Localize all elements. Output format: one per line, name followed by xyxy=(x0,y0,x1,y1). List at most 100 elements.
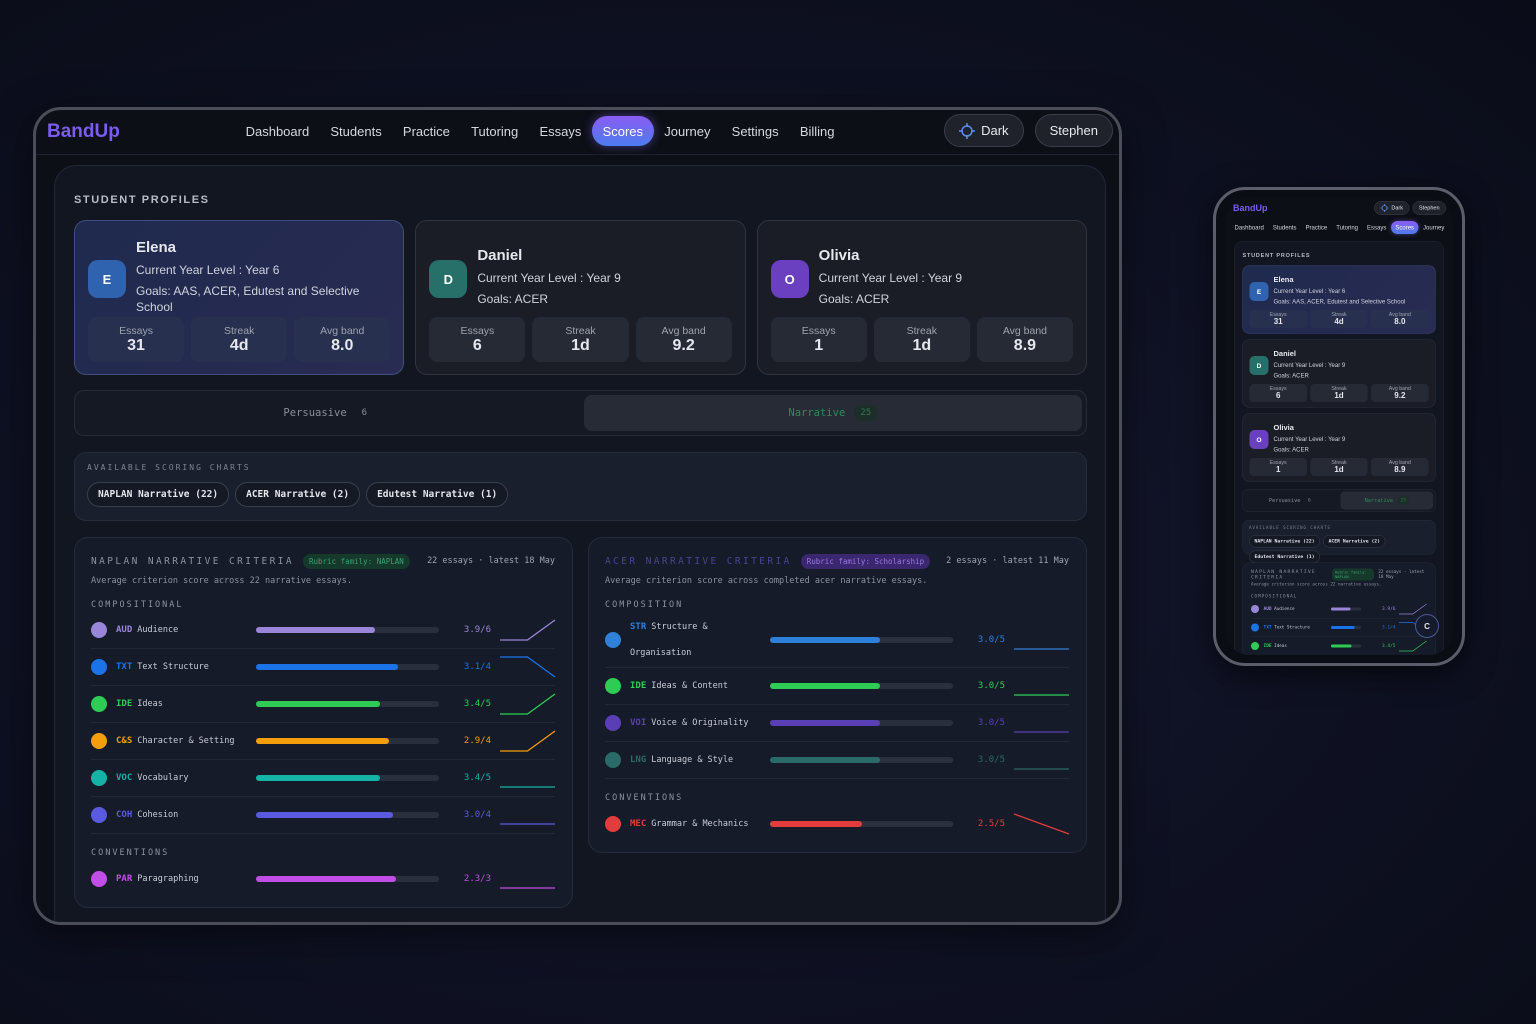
score-bar xyxy=(770,683,880,689)
nav-item[interactable]: Journey xyxy=(1423,224,1445,231)
nav-item[interactable]: Students xyxy=(330,124,382,139)
nav-item[interactable]: Scores xyxy=(591,116,654,146)
criterion-row: IDE Ideas & Content 3.0/5 xyxy=(605,668,1069,705)
criterion-name: Ideas xyxy=(1274,643,1287,649)
score-bar xyxy=(256,875,397,882)
student-goals: Goals: AAS, ACER, Edutest and Selective … xyxy=(136,283,360,314)
criterion-code: TXT xyxy=(116,662,133,672)
student-info: Daniel Current Year Level : Year 9 Goals: … xyxy=(477,247,620,312)
student-goals: Goals: ACER xyxy=(1273,445,1309,453)
stat-value: 1d xyxy=(912,336,932,354)
group-title: COMPOSITIONAL xyxy=(91,600,184,610)
stat-value: 9.2 xyxy=(672,336,695,354)
student-card[interactable]: D Daniel Current Year Level : Year 9 Goals:… xyxy=(415,220,746,375)
criterion-dot xyxy=(91,622,107,638)
student-avatar: E xyxy=(88,260,126,298)
trend-line xyxy=(500,730,556,752)
panel-description: Average criterion score across 22 narrat… xyxy=(1251,582,1382,587)
score-track xyxy=(256,875,439,882)
nav-bar: BandUp Dashboard Students Practice Tutoring E… xyxy=(1225,198,1453,240)
panel-header: ACER NARRATIVE CRITERIA Rubric family: Sc… xyxy=(605,552,1069,570)
score-track xyxy=(770,757,953,763)
student-card[interactable]: E Elena Current Year Level : Year 6 Goals: … xyxy=(1242,265,1436,334)
scoring-chip[interactable]: ACER Narrative (2) xyxy=(235,482,361,507)
criteria-panels: NAPLAN NARRATIVE CRITERIA Rubric family: … xyxy=(1242,562,1436,655)
stat-box: Streak 1d xyxy=(873,317,970,362)
criterion-label: COH Cohesion xyxy=(116,802,251,828)
genre-tab[interactable]: Persuasive 6 xyxy=(79,395,578,431)
score-bar xyxy=(256,664,398,670)
user-button[interactable]: Stephen xyxy=(1034,114,1113,147)
criterion-name: Voice & Originality xyxy=(651,718,749,728)
genre-tab[interactable]: Narrative 25 xyxy=(583,395,1082,431)
criterion-name: Ideas xyxy=(137,699,163,709)
nav-item[interactable]: Journey xyxy=(664,124,711,139)
student-card[interactable]: D Daniel Current Year Level : Year 9 Goals:… xyxy=(1242,339,1436,408)
scoring-chip[interactable]: NAPLAN Narrative (22) xyxy=(1249,535,1321,548)
scoring-chip[interactable]: ACER Narrative (2) xyxy=(1323,535,1386,548)
stat-label: Streak xyxy=(223,324,255,337)
student-year: Current Year Level : Year 9 xyxy=(1273,361,1346,369)
nav-item[interactable]: Students xyxy=(1272,224,1297,231)
nav-item[interactable]: Settings xyxy=(731,124,779,139)
nav-item[interactable]: Dashboard xyxy=(245,124,310,139)
theme-button[interactable]: Dark xyxy=(1373,201,1410,215)
stat-value: 31 xyxy=(127,336,145,354)
nav-right: Dark Stephen xyxy=(1373,201,1446,215)
icon-ring xyxy=(1381,205,1388,211)
scoring-chips: NAPLAN Narrative (22) ACER Narrative (2) E… xyxy=(87,482,1074,507)
student-header: O Olivia Current Year Level : Year 9 Goals:… xyxy=(770,232,1073,326)
nav-item[interactable]: Billing xyxy=(799,124,835,139)
phone-avatar[interactable]: C xyxy=(1415,614,1439,638)
genre-tab[interactable]: Persuasive 6 xyxy=(1245,492,1338,510)
scoring-chip[interactable]: Edutest Narrative (1) xyxy=(1249,550,1321,563)
panel-meta: 22 essays · latest 18 May xyxy=(1378,569,1425,580)
criterion-row: TXT Text Structure 3.1/4 xyxy=(1251,619,1427,637)
nav-item[interactable]: Scores xyxy=(1390,221,1419,234)
score-bar xyxy=(770,720,880,726)
student-card[interactable]: O Olivia Current Year Level : Year 9 Goals:… xyxy=(1242,413,1436,482)
nav-item[interactable]: Essays xyxy=(539,124,582,139)
nav-item[interactable]: Dashboard xyxy=(1234,224,1264,231)
phone-frame: BandUp Dashboard Students Practice Tutoring E… xyxy=(1213,187,1465,666)
genre-tab[interactable]: Narrative 25 xyxy=(1340,491,1433,510)
student-header: E Elena Current Year Level : Year 6 Goals: … xyxy=(1249,272,1429,312)
criterion-code: IDE xyxy=(116,699,133,709)
scoring-charts: AVAILABLE SCORING CHARTS NAPLAN Narrative… xyxy=(1242,520,1436,563)
stat-box: Avg band 8.9 xyxy=(976,317,1073,362)
theme-button[interactable]: Dark xyxy=(944,114,1024,147)
criterion-label: AUD Audience xyxy=(116,617,251,643)
criterion-dot xyxy=(91,659,107,675)
nav-item[interactable]: Tutoring xyxy=(471,124,519,139)
trend-line xyxy=(500,656,556,678)
student-card[interactable]: E Elena Current Year Level : Year 6 Goals: … xyxy=(74,220,405,375)
scoring-chip[interactable]: Edutest Narrative (1) xyxy=(366,482,509,507)
score-bar xyxy=(256,775,381,781)
scoring-chip[interactable]: NAPLAN Narrative (22) xyxy=(87,482,230,507)
stat-value: 1 xyxy=(814,336,824,354)
nav-item[interactable]: Practice xyxy=(402,124,450,139)
score-label: 2.3/3 xyxy=(463,873,491,884)
student-avatar: O xyxy=(1249,430,1269,449)
nav-item[interactable]: Essays xyxy=(1367,224,1387,231)
student-avatar: D xyxy=(1249,356,1269,375)
student-card[interactable]: O Olivia Current Year Level : Year 9 Goals:… xyxy=(756,220,1087,375)
student-year: Current Year Level : Year 6 xyxy=(136,262,280,277)
criterion-label: LNG Language & Style xyxy=(630,747,765,773)
nav-item[interactable]: Tutoring xyxy=(1336,224,1359,231)
criterion-dot xyxy=(605,715,621,731)
criterion-row: C&S Character & Setting 2.9/4 xyxy=(91,723,556,760)
rubric-family: Rubric family: NAPLAN xyxy=(1332,568,1374,581)
criterion-label: TXT Text Structure xyxy=(1264,621,1332,634)
criterion-code: TXT xyxy=(1263,625,1272,630)
nav-items: Dashboard Students Practice Tutoring Essays S… xyxy=(235,116,845,146)
score-label: 3.0/5 xyxy=(977,634,1005,645)
nav-item[interactable]: Practice xyxy=(1305,224,1328,231)
phone-content: BandUp Dashboard Students Practice Tutoring E… xyxy=(1225,198,1453,655)
laptop-frame: BandUp Dashboard Students Practice Tutoring E… xyxy=(33,107,1122,925)
group-title: COMPOSITION xyxy=(605,600,684,610)
nav-item[interactable]: Settings xyxy=(1449,221,1453,234)
trend-line xyxy=(1399,603,1427,615)
scoring-chips: NAPLAN Narrative (22) ACER Narrative (2) E… xyxy=(1249,535,1429,563)
user-button[interactable]: Stephen xyxy=(1412,201,1446,215)
